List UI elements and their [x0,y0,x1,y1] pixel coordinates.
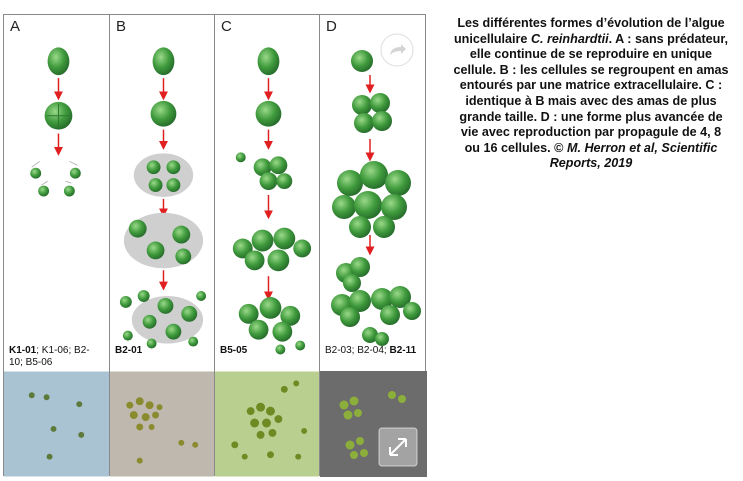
evolution-figure: A K1-01; K1-06; B2-10; B5-06 [3,14,427,477]
strain-ids: B2-03; B2-04; B2-11 [325,345,417,357]
strain-id: ; K1-06; B2-10; B5-06 [9,345,90,368]
cell-cluster [235,152,293,191]
strain-ids: B2-01 [115,345,207,357]
matrix-cluster-large [123,212,204,269]
caption-credit: M. Herron et al, Scientific Reports, 201… [549,140,718,171]
micrograph-b [110,371,214,477]
strain-ids: K1-01; K1-06; B2-10; B5-06 [9,345,101,369]
figure-caption: Les différentes formes d’évolution de l’… [452,16,730,172]
strain-ids: B5-05 [220,345,312,357]
cell-cluster [352,93,392,133]
matrix-cluster [133,153,194,197]
panel-label: B [116,18,127,35]
dividing-cell [150,100,177,127]
panel-b-diagram [119,47,207,349]
panel-b: B [110,15,215,477]
strain-id: K1-01 [9,345,37,356]
strain-id: B2-01 [115,345,143,356]
strain-id: B5-05 [220,345,248,356]
strain-id: B2-03; B2-04; [325,345,390,356]
propagules [331,257,421,346]
panel-d-diagram [331,50,421,346]
panel-c-diagram [232,47,312,355]
single-cell [47,47,70,76]
panel-label: A [10,18,21,35]
caption-text: Les différentes formes d’évolution de l’… [453,16,725,46]
panel-d: D [320,15,427,477]
panel-c: C B5- [215,15,320,477]
single-cell [257,47,280,76]
share-arrow-icon [380,33,414,67]
single-cell [351,50,373,72]
species-name: C. reinhardtii [530,31,609,46]
caption-text: . A : sans prédateur, elle continue de s… [453,31,729,155]
expand-button[interactable] [378,427,418,472]
micrograph-a [4,371,109,477]
single-cell [152,47,175,76]
panel-a: A K1-01; K1-06; B2-10; B5-06 [4,15,110,477]
share-button[interactable] [380,33,414,72]
large-cluster [332,161,411,238]
strain-id: B2-11 [389,345,417,356]
panel-a-diagram [30,47,81,197]
expand-arrows-icon [378,427,418,467]
cell-cluster-dispersing [238,297,306,355]
panel-label: D [326,18,337,35]
cell-cluster-large [232,227,312,272]
dividing-cell [255,100,282,127]
dispersing-cluster [119,290,207,349]
dividing-cell [44,101,73,130]
free-cells [30,160,81,197]
panel-label: C [221,18,232,35]
micrograph-c [215,371,319,477]
